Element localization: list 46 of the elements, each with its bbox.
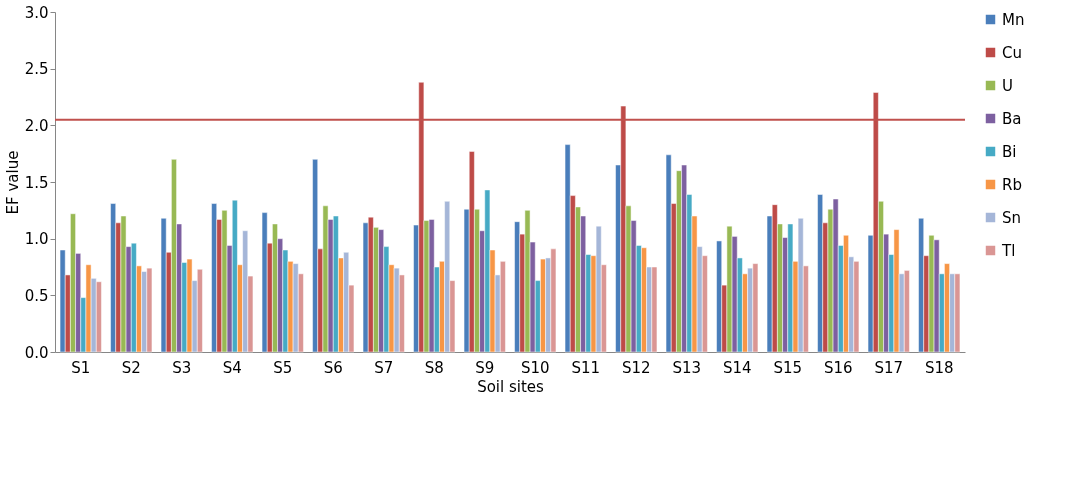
x-axis-title: Soil sites: [477, 377, 545, 396]
bar: [312, 159, 318, 353]
x-tick-label: S8: [424, 358, 444, 377]
y-axis-title: EF value: [3, 150, 22, 215]
x-tick-label: S2: [121, 358, 141, 377]
legend-label: Ba: [1002, 109, 1022, 128]
y-tick-label: 0.5: [24, 286, 49, 305]
y-tick-label: 1.5: [24, 173, 49, 192]
legend-label: Bi: [1002, 142, 1017, 161]
x-tick-label: S11: [571, 358, 601, 377]
x-tick-label: S10: [520, 358, 550, 377]
bar: [261, 212, 268, 353]
bar: [817, 194, 823, 353]
bar: [716, 240, 722, 353]
x-tick-label: S3: [172, 358, 192, 377]
x-tick-label: S16: [823, 358, 853, 377]
legend-label: Rb: [1002, 175, 1022, 194]
y-tick-label: 3.0: [24, 3, 49, 22]
x-tick-label: S7: [374, 358, 394, 377]
x-tick-label: S17: [874, 358, 904, 377]
y-tick-label: 2.0: [24, 116, 49, 135]
legend-label: U: [1002, 76, 1013, 95]
bar: [918, 218, 924, 353]
x-tick-label: S13: [672, 358, 702, 377]
bar: [211, 203, 217, 353]
bar: [160, 218, 167, 353]
x-tick-label: S6: [323, 358, 343, 377]
y-tick-label: 1.0: [24, 230, 49, 249]
x-tick-label: S14: [722, 358, 752, 377]
y-tick-label: 0.0: [24, 343, 49, 362]
x-tick-label: S15: [773, 358, 803, 377]
y-tick-label: 2.5: [24, 60, 49, 79]
legend-label: Mn: [1002, 10, 1025, 29]
bar: [110, 203, 116, 353]
x-tick-label: S18: [924, 358, 954, 377]
legend-label: Tl: [1001, 241, 1016, 260]
legend-label: Sn: [1002, 208, 1022, 227]
x-tick-label: S1: [71, 358, 91, 377]
bar: [514, 221, 520, 353]
legend-label: Cu: [1002, 43, 1022, 62]
x-tick-label: S4: [222, 358, 242, 377]
bar: [59, 249, 66, 353]
x-tick-label: S9: [475, 358, 495, 377]
x-tick-label: S12: [621, 358, 651, 377]
bar: [665, 154, 672, 353]
x-tick-label: S5: [273, 358, 293, 377]
